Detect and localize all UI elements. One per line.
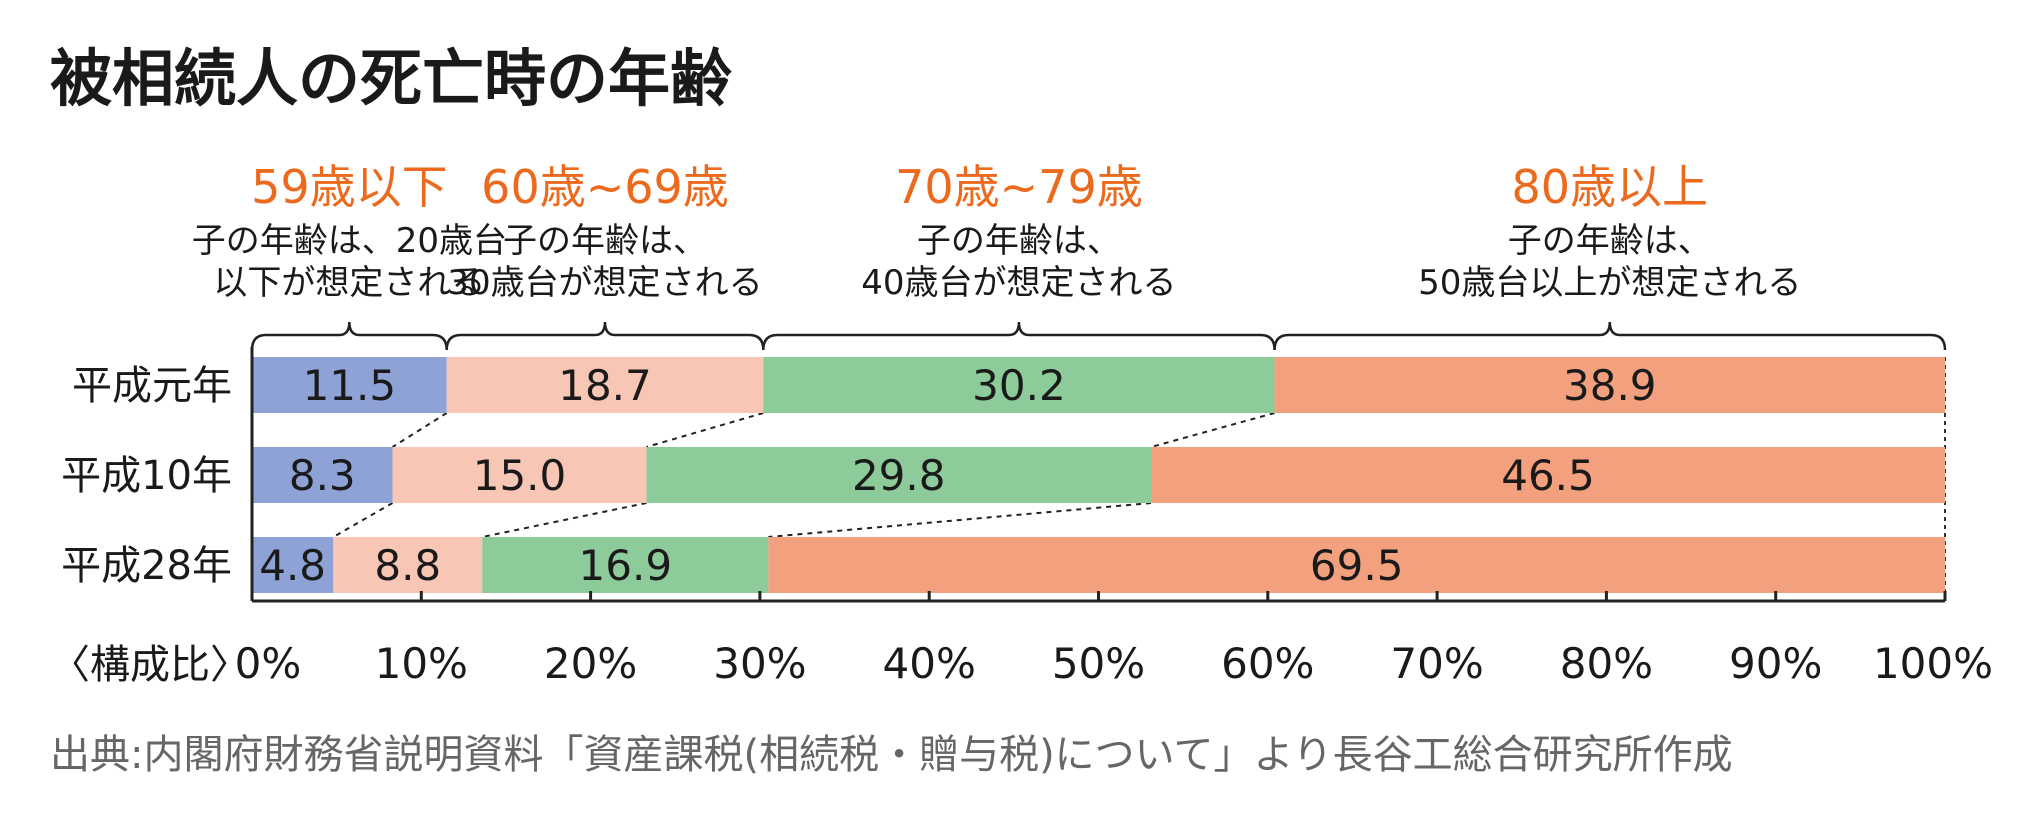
group-bracket <box>762 321 1276 351</box>
bar-segment <box>1150 447 1945 503</box>
group-description: 以下が想定される <box>213 263 485 303</box>
tick-label: 40% <box>883 639 976 688</box>
axis-label: 〈構成比〉 <box>50 642 250 688</box>
value-label: 29.8 <box>852 451 946 500</box>
group-title: 80歳以上 <box>1512 160 1709 214</box>
connector-line <box>482 502 647 538</box>
group-title: 59歳以下 <box>251 160 448 214</box>
bar-segment <box>768 537 1945 593</box>
tick-label: 90% <box>1729 639 1822 688</box>
value-label: 15.0 <box>473 451 567 500</box>
connector-lines <box>332 357 1946 593</box>
tick-label: 60% <box>1221 639 1314 688</box>
group-title: 60歳~69歳 <box>481 160 729 214</box>
connector-line <box>646 412 764 448</box>
group-description: 40歳台が想定される <box>861 263 1176 303</box>
value-label: 4.8 <box>259 541 326 590</box>
connector-line <box>332 502 394 538</box>
group-bracket <box>1273 321 1947 351</box>
value-label: 18.7 <box>558 361 652 410</box>
group-description: 子の年齢は、20歳台 <box>192 221 507 261</box>
tick-label: 20% <box>544 639 637 688</box>
value-label: 8.3 <box>289 451 356 500</box>
tick-label: 50% <box>1052 639 1145 688</box>
value-label: 46.5 <box>1501 451 1595 500</box>
bar-segment <box>763 357 1275 413</box>
tick-label: 70% <box>1390 639 1483 688</box>
group-title: 70歳~79歳 <box>895 160 1143 214</box>
chart-title: 被相続人の死亡時の年齢 <box>50 42 732 115</box>
bars: 11.5 18.7 30.2 38.9 8.3 15.0 29.8 46.5 4.8 8.8 16.… <box>252 357 1945 593</box>
value-label: 30.2 <box>972 361 1066 410</box>
bar-segment <box>446 357 764 413</box>
source-note: 出典:内閣府財務省説明資料「資産課税(相続税・贈与税)について」より長谷工総合研… <box>50 732 1733 778</box>
category-label: 平成10年 <box>61 453 232 499</box>
bar-segment <box>252 537 334 593</box>
value-label: 16.9 <box>579 541 673 590</box>
group-description: 50歳台以上が想定される <box>1418 263 1801 303</box>
value-label: 38.9 <box>1563 361 1657 410</box>
connector-line <box>768 502 1152 538</box>
bar-segment <box>333 537 483 593</box>
bar-segment <box>252 357 447 413</box>
bar-segment <box>392 447 647 503</box>
bar-segment <box>1274 357 1945 413</box>
value-label: 11.5 <box>303 361 397 410</box>
group-description: 子の年齢は、 <box>1508 221 1712 261</box>
tick-label: 80% <box>1560 639 1653 688</box>
group-headers: 59歳以下子の年齢は、20歳台以下が想定される60歳~69歳子の年齢は、30歳台… <box>192 160 1802 303</box>
bar-segment <box>482 537 769 593</box>
category-label: 平成元年 <box>72 363 232 409</box>
tick-label: 0% <box>235 639 302 688</box>
bar-segment <box>252 447 393 503</box>
tick-label: 30% <box>713 639 806 688</box>
category-label: 平成28年 <box>61 543 232 589</box>
connector-line <box>1150 412 1275 448</box>
tick-label: 100% <box>1873 639 1993 688</box>
group-bracket <box>445 321 765 351</box>
x-axis: 0% 10% 20% 30% 40% 50% 60% 70% 80% 90% 100% 〈構成比〉 <box>50 347 1993 688</box>
tick-label: 10% <box>375 639 468 688</box>
value-label: 69.5 <box>1310 541 1404 590</box>
group-description: 30歳台が想定される <box>447 263 762 303</box>
group-description: 子の年齢は、 <box>503 221 707 261</box>
connector-line <box>391 412 448 448</box>
group-brackets <box>250 321 1947 351</box>
group-description: 子の年齢は、 <box>917 221 1121 261</box>
bar-segment <box>646 447 1151 503</box>
group-bracket <box>250 321 448 351</box>
value-label: 8.8 <box>374 541 441 590</box>
